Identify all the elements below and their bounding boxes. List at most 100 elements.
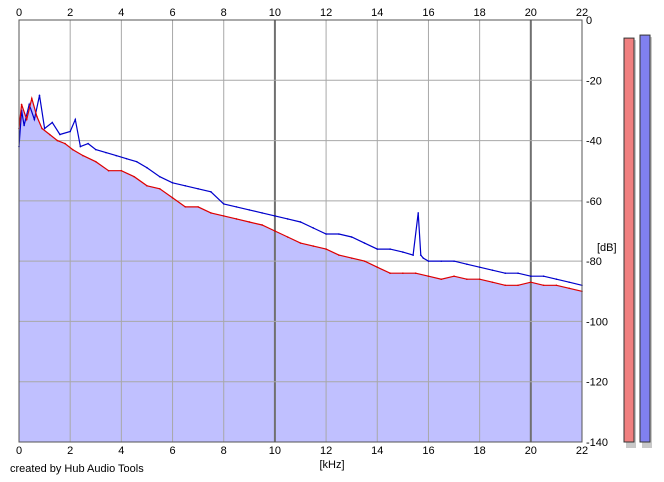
x-axis-label: [kHz] [319, 459, 344, 471]
data-point [389, 248, 391, 250]
data-point [274, 230, 276, 232]
y-tick-label: -120 [586, 377, 608, 389]
data-point [504, 272, 507, 275]
data-point [517, 272, 519, 275]
data-point [286, 218, 289, 220]
data-point [274, 215, 276, 217]
data-point [568, 287, 571, 290]
x-tick-label-top: 10 [269, 7, 281, 19]
x-tick-label-top: 18 [474, 7, 486, 19]
data-point [38, 94, 41, 97]
data-point [79, 145, 82, 148]
data-point [414, 272, 417, 275]
x-tick-label-bottom: 12 [320, 445, 332, 457]
series-line-blue [18, 95, 583, 286]
x-tick-label-top: 12 [320, 7, 332, 19]
data-point [419, 254, 422, 256]
data-point [59, 133, 61, 136]
x-tick-label-top: 6 [169, 7, 175, 19]
data-point [248, 221, 251, 223]
data-point [171, 181, 174, 184]
data-point [312, 245, 315, 247]
data-point [107, 169, 110, 172]
data-point [43, 127, 46, 130]
data-point [158, 188, 161, 190]
data-point [478, 278, 481, 281]
level-meter-left [623, 37, 635, 443]
data-point [210, 212, 212, 214]
data-point [376, 266, 379, 268]
data-point [56, 139, 59, 142]
data-point [184, 206, 187, 208]
data-point [135, 160, 138, 163]
data-point [94, 160, 97, 163]
data-point [542, 284, 545, 287]
data-point [48, 133, 51, 136]
data-point [51, 121, 54, 124]
x-tick-label-bottom: 4 [118, 445, 124, 457]
data-point [555, 278, 558, 281]
x-tick-label-top: 20 [525, 7, 537, 19]
y-tick-label: -100 [586, 316, 608, 328]
data-point [453, 260, 455, 262]
x-tick-label-bottom: 6 [169, 445, 175, 457]
level-meter-right [639, 34, 651, 443]
data-point [402, 251, 404, 253]
data-point [427, 275, 430, 278]
data-point [41, 127, 43, 130]
data-point [338, 254, 340, 256]
x-tick-label-bottom: 8 [221, 445, 227, 457]
x-tick-label-bottom: 10 [269, 445, 281, 457]
data-point [146, 184, 148, 187]
data-point [568, 281, 571, 284]
data-point [325, 248, 327, 250]
x-tick-label-top: 2 [67, 7, 73, 19]
data-point [20, 103, 23, 106]
data-point [94, 148, 97, 151]
y-tick-label: -80 [586, 256, 602, 268]
credit-text: created by Hub Audio Tools [10, 463, 144, 475]
data-point [363, 242, 366, 244]
y-tick-label: -40 [586, 136, 602, 148]
x-tick-label-top: 22 [576, 7, 588, 19]
data-point [235, 206, 238, 208]
data-point [376, 248, 379, 250]
data-point [115, 154, 118, 157]
x-tick-label-top: 8 [221, 7, 227, 19]
data-point [350, 257, 353, 259]
data-point [146, 166, 148, 169]
data-point [422, 257, 425, 259]
data-point [389, 272, 391, 275]
data-point [466, 278, 468, 281]
data-point [286, 236, 289, 238]
data-point [133, 175, 135, 178]
x-tick-label-bottom: 2 [67, 445, 73, 457]
data-point [30, 97, 33, 100]
data-point [74, 118, 77, 121]
data-point [338, 233, 340, 235]
data-point [158, 175, 161, 178]
x-tick-label-bottom: 14 [371, 445, 383, 457]
data-point [33, 118, 36, 121]
data-point [222, 203, 225, 205]
y-tick-label: 0 [586, 15, 592, 27]
plot-border [18, 19, 583, 443]
data-point [363, 260, 366, 262]
x-tick-label-bottom: 16 [422, 445, 434, 457]
data-point [299, 242, 302, 244]
data-point [427, 260, 430, 262]
data-point [440, 260, 443, 262]
data-point [530, 275, 532, 278]
x-tick-label-top: 16 [422, 7, 434, 19]
y-tick-label: -60 [586, 196, 602, 208]
data-point [440, 278, 443, 281]
data-point [125, 157, 128, 160]
data-point [299, 221, 302, 223]
data-point [530, 281, 532, 284]
data-point [453, 275, 455, 278]
data-point [312, 227, 315, 229]
data-point [555, 284, 558, 287]
data-point [210, 191, 212, 193]
x-tick-label-bottom: 0 [16, 445, 22, 457]
